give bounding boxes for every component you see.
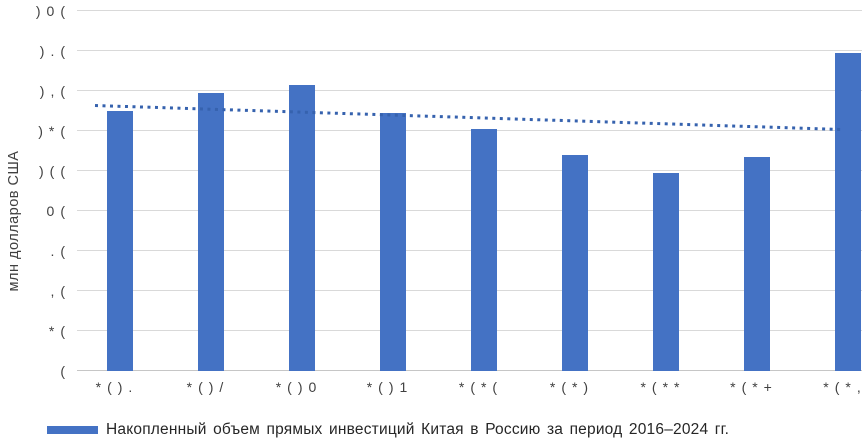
gridline-160: [77, 50, 862, 51]
x-tick-label: *()/: [186, 379, 230, 395]
bar-2022: [653, 172, 679, 371]
y-tick-label: 0(: [46, 202, 71, 219]
x-tick-label: *(*+: [730, 379, 778, 395]
y-tick-label: )0(: [35, 2, 71, 19]
bar-2018: [289, 84, 315, 371]
legend-label: Накопленный объем прямых инвестиций Кита…: [106, 421, 730, 438]
y-tick-label: ,(: [50, 282, 71, 299]
bar-2021: [562, 154, 588, 371]
x-tick-label: *(*,: [823, 379, 860, 395]
gridline-80: [77, 210, 862, 211]
y-tick-label: )*(: [38, 122, 71, 139]
y-tick-label: *(: [48, 322, 71, 339]
x-tick-label: *(*(: [458, 379, 504, 395]
y-tick-label: .(: [50, 242, 71, 259]
x-axis-line: [77, 370, 862, 371]
bar-2019: [380, 112, 406, 371]
x-tick-label: *().: [95, 379, 139, 395]
gridline-20: [77, 330, 862, 331]
x-tick-label: *()0: [275, 379, 323, 395]
gridline-60: [77, 250, 862, 251]
x-tick-label: *(**: [640, 379, 686, 395]
y-tick-label: )((: [39, 162, 71, 179]
bar-2020: [471, 128, 497, 371]
gridline-100: [77, 170, 862, 171]
x-tick-label: *(*): [549, 379, 595, 395]
bar-2017: [198, 92, 224, 371]
y-tick-label: ).(: [39, 42, 71, 59]
gridline-180: [77, 10, 862, 11]
legend-swatch: [47, 426, 98, 434]
bar-2023: [744, 156, 770, 371]
bar-2024: [835, 52, 861, 371]
legend: Накопленный объем прямых инвестиций Кита…: [47, 420, 729, 440]
y-tick-label: (: [60, 362, 71, 379]
gridline-40: [77, 290, 862, 291]
gridline-140: [77, 90, 862, 91]
x-tick-label: *()1: [366, 379, 414, 395]
y-tick-label: ),(: [39, 82, 71, 99]
bar-2016: [107, 110, 133, 371]
gridline-120: [77, 130, 862, 131]
